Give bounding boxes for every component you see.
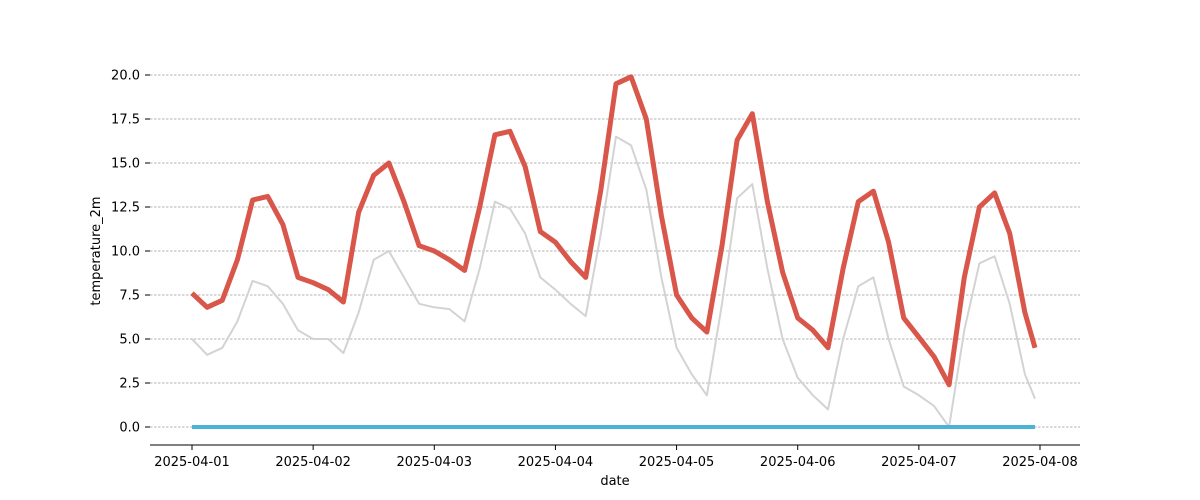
series-layer — [190, 74, 1038, 429]
y-tick-label: 15.0 — [111, 157, 140, 172]
y-axis-title: temperature_2m — [89, 196, 104, 305]
series-line-1 — [190, 74, 1038, 388]
y-tick-label: 7.5 — [119, 289, 140, 304]
x-axis-title: date — [600, 474, 629, 489]
y-tick-label: 2.5 — [119, 377, 140, 392]
y-tick-label: 17.5 — [111, 113, 140, 128]
y-axis-ticks: 0.0 2.5 5.0 7.5 10.0 12.5 15.0 17.5 20.0 — [111, 69, 150, 436]
x-tick-label: 2025-04-05 — [639, 455, 715, 470]
x-tick-label: 2025-04-06 — [760, 455, 836, 470]
y-tick-label: 0.0 — [119, 421, 140, 436]
x-axis-ticks: 2025-04-01 2025-04-02 2025-04-03 2025-04-04… — [154, 445, 1078, 470]
x-tick-label: 2025-04-02 — [275, 455, 351, 470]
x-tick-label: 2025-04-08 — [1002, 455, 1078, 470]
y-tick-label: 12.5 — [111, 201, 140, 216]
series-line-2 — [191, 135, 1036, 428]
y-tick-label: 10.0 — [111, 245, 140, 260]
x-tick-label: 2025-04-03 — [397, 455, 473, 470]
x-tick-label: 2025-04-07 — [881, 455, 957, 470]
x-tick-label: 2025-04-04 — [518, 455, 594, 470]
x-tick-label: 2025-04-01 — [154, 455, 230, 470]
y-tick-label: 20.0 — [111, 69, 140, 84]
y-tick-label: 5.0 — [119, 333, 140, 348]
